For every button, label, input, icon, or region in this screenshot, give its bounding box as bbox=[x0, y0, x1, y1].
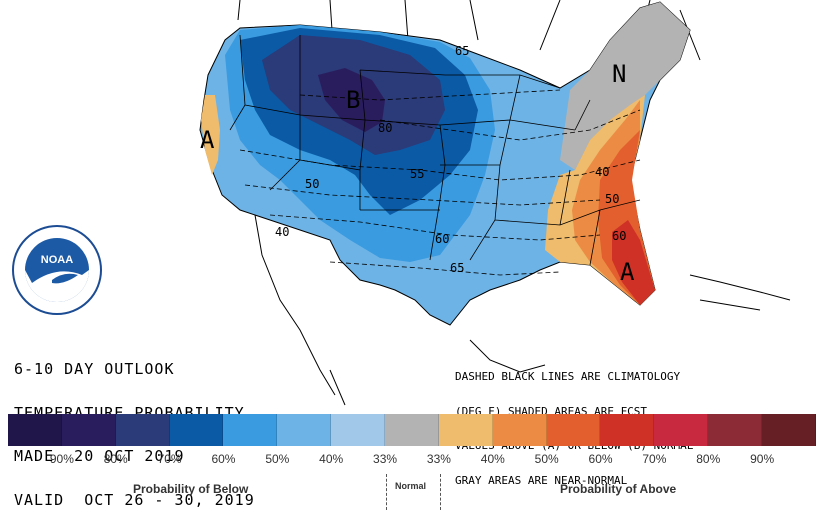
contour-label: 65 bbox=[455, 44, 469, 58]
above-normal-marker-west: A bbox=[200, 126, 215, 154]
contour-label: 80 bbox=[378, 121, 392, 135]
scale-percent-label: 70% bbox=[157, 452, 182, 466]
scale-swatch bbox=[762, 414, 816, 446]
scale-swatch bbox=[492, 414, 547, 446]
scale-percent-label: 80% bbox=[696, 452, 721, 466]
legend-note-line-2: (DEG F) SHADED AREAS ARE FCST bbox=[455, 404, 648, 418]
contour-label: 40 bbox=[595, 165, 609, 179]
noaa-logo-text: NOAA bbox=[41, 254, 73, 266]
scale-swatch bbox=[8, 414, 62, 446]
near-normal-marker: N bbox=[612, 60, 626, 88]
scale-swatch bbox=[600, 414, 655, 446]
scale-swatch bbox=[385, 414, 439, 446]
legend-note-line-1: DASHED BLACK LINES ARE CLIMATOLOGY bbox=[455, 370, 681, 383]
contour-label: 50 bbox=[305, 177, 319, 191]
scale-percent-label: 80% bbox=[103, 452, 128, 466]
noaa-logo: NOAA bbox=[12, 225, 102, 315]
scale-percent-label: 40% bbox=[480, 452, 505, 466]
scale-percent-label: 90% bbox=[750, 452, 775, 466]
scale-swatch bbox=[115, 414, 170, 446]
scale-swatch bbox=[223, 414, 278, 446]
scale-swatch bbox=[546, 414, 601, 446]
scale-swatch bbox=[277, 414, 332, 446]
scale-swatch bbox=[331, 414, 386, 446]
contour-label: 50 bbox=[605, 192, 619, 206]
contour-label: 40 bbox=[275, 225, 289, 239]
normal-label: Normal bbox=[395, 481, 427, 491]
scale-percent-label: 40% bbox=[319, 452, 344, 466]
outlook-line-3: MADE 20 OCT 2019 bbox=[14, 447, 185, 465]
probability-above-label: Probability of Above bbox=[560, 482, 677, 496]
contour-label: 55 bbox=[410, 167, 424, 181]
scale-percent-label: 33% bbox=[426, 452, 451, 466]
scale-percent-label: 33% bbox=[373, 452, 398, 466]
divider-right bbox=[440, 474, 441, 510]
probability-below-label: Probability of Below bbox=[133, 482, 249, 496]
divider-left bbox=[386, 474, 387, 510]
scale-swatch bbox=[169, 414, 224, 446]
scale-swatch bbox=[654, 414, 709, 446]
scale-swatch bbox=[61, 414, 116, 446]
outlook-line-1: 6-10 DAY OUTLOOK bbox=[14, 360, 175, 378]
scale-swatch bbox=[708, 414, 763, 446]
legend-note-line-4: GRAY AREAS ARE NEAR-NORMAL bbox=[455, 473, 628, 487]
above-normal-marker-east: A bbox=[620, 258, 635, 286]
scale-percent-label: 50% bbox=[534, 452, 559, 466]
scale-percent-label: 90% bbox=[49, 452, 74, 466]
scale-percent-label: 70% bbox=[642, 452, 667, 466]
scale-swatch bbox=[438, 414, 493, 446]
scale-percent-label: 60% bbox=[211, 452, 236, 466]
outlook-line-4: VALID OCT 26 - 30, 2019 bbox=[14, 490, 255, 509]
below-normal-marker: B bbox=[346, 86, 360, 114]
contour-label: 65 bbox=[450, 261, 464, 275]
probability-color-scale bbox=[8, 414, 816, 446]
contour-label: 60 bbox=[612, 229, 626, 243]
temperature-outlook-map: 65 80 55 50 40 60 65 40 50 60 B N A A bbox=[199, 0, 791, 406]
contour-label: 60 bbox=[435, 232, 449, 246]
scale-percent-label: 60% bbox=[588, 452, 613, 466]
scale-percent-label: 50% bbox=[265, 452, 290, 466]
